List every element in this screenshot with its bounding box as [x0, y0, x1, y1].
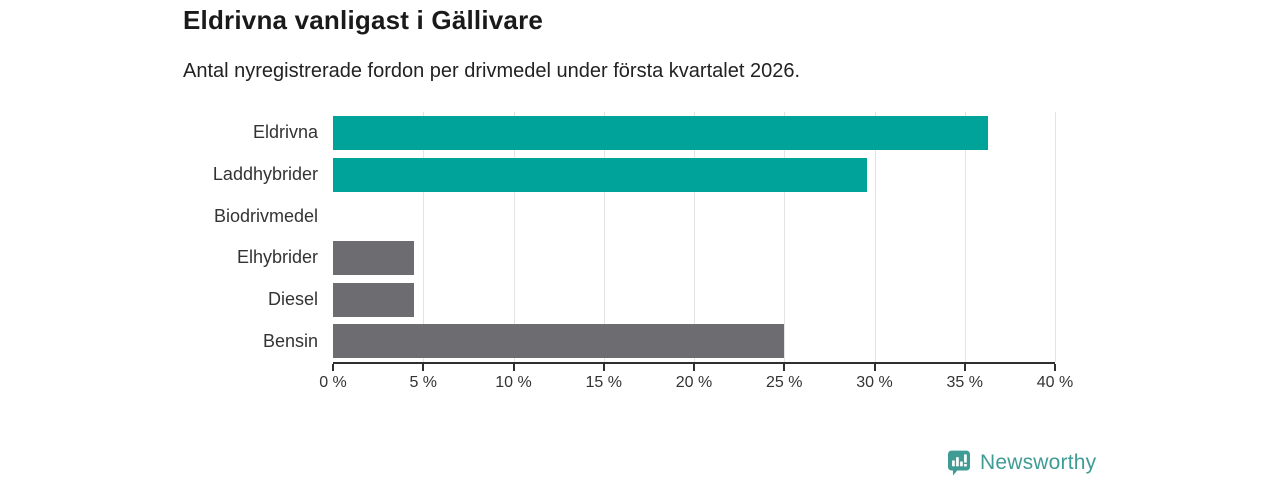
- category-label: Laddhybrider: [212, 164, 318, 184]
- x-tick-label: 30 %: [856, 374, 893, 391]
- x-tick-mark: [602, 364, 605, 371]
- gridline: [964, 112, 966, 362]
- category-label: Elhybrider: [236, 247, 318, 268]
- category-label: Bensin: [262, 330, 318, 351]
- gridline: [423, 112, 425, 362]
- x-tick-label: 40 %: [1036, 374, 1074, 391]
- chart-subtitle: Antal nyregistrerade fordon per drivmede…: [183, 60, 801, 82]
- x-tick-label: 25 %: [766, 374, 803, 391]
- bar-row: [333, 237, 1055, 279]
- plot-area: [333, 112, 1056, 364]
- x-tick-mark: [693, 364, 695, 371]
- gridline: [784, 112, 786, 362]
- bar-eldrivna: [333, 115, 989, 150]
- bar-row: [333, 320, 1055, 362]
- x-tick-label: 15 %: [585, 374, 622, 391]
- chart-title: Eldrivna vanligast i Gällivare: [183, 5, 544, 35]
- gridline: [603, 112, 605, 362]
- category-label: Diesel: [267, 289, 318, 310]
- newsworthy-logo[interactable]: Newsworthy: [946, 449, 1096, 476]
- x-tick-mark: [422, 364, 425, 371]
- x-tick-label: 20 %: [675, 374, 713, 391]
- bar-chart-speech-bubble-icon: [946, 449, 972, 476]
- x-tick-label: 10 %: [495, 374, 532, 391]
- x-tick-mark: [963, 364, 966, 371]
- newsworthy-wordmark: Newsworthy: [980, 450, 1097, 474]
- x-tick-label: 5 %: [409, 374, 438, 391]
- x-tick-label: 35 %: [946, 374, 983, 391]
- gridline: [694, 112, 695, 362]
- x-tick-mark: [512, 364, 515, 371]
- bar-rows: [333, 112, 1055, 362]
- bar-elhybrider: [333, 240, 415, 275]
- category-label: Biodrivmedel: [213, 205, 318, 226]
- bar-laddhybrider: [333, 157, 868, 192]
- x-tick-mark: [783, 364, 786, 371]
- bar-row: [333, 154, 1055, 196]
- bar-diesel: [333, 282, 415, 317]
- gridline: [874, 112, 876, 362]
- category-label: Eldrivna: [252, 122, 318, 143]
- bar-row: [333, 112, 1055, 154]
- x-tick-mark: [1054, 364, 1056, 371]
- x-tick-mark: [332, 364, 334, 371]
- gridline: [513, 112, 515, 362]
- bar-row: [333, 195, 1055, 237]
- y-axis-labels: Eldrivna Laddhybrider Biodrivmedel Elhybrid…: [0, 112, 318, 362]
- x-axis: 0 % 5 % 10 % 15 % 20 % 25 % 30 % 35 % 40 %: [319, 364, 1073, 404]
- x-tick-mark: [873, 364, 876, 371]
- bar-bensin: [333, 324, 785, 359]
- bar-row: [333, 279, 1055, 321]
- gridline: [1055, 112, 1056, 362]
- x-tick-label: 0 %: [319, 374, 347, 391]
